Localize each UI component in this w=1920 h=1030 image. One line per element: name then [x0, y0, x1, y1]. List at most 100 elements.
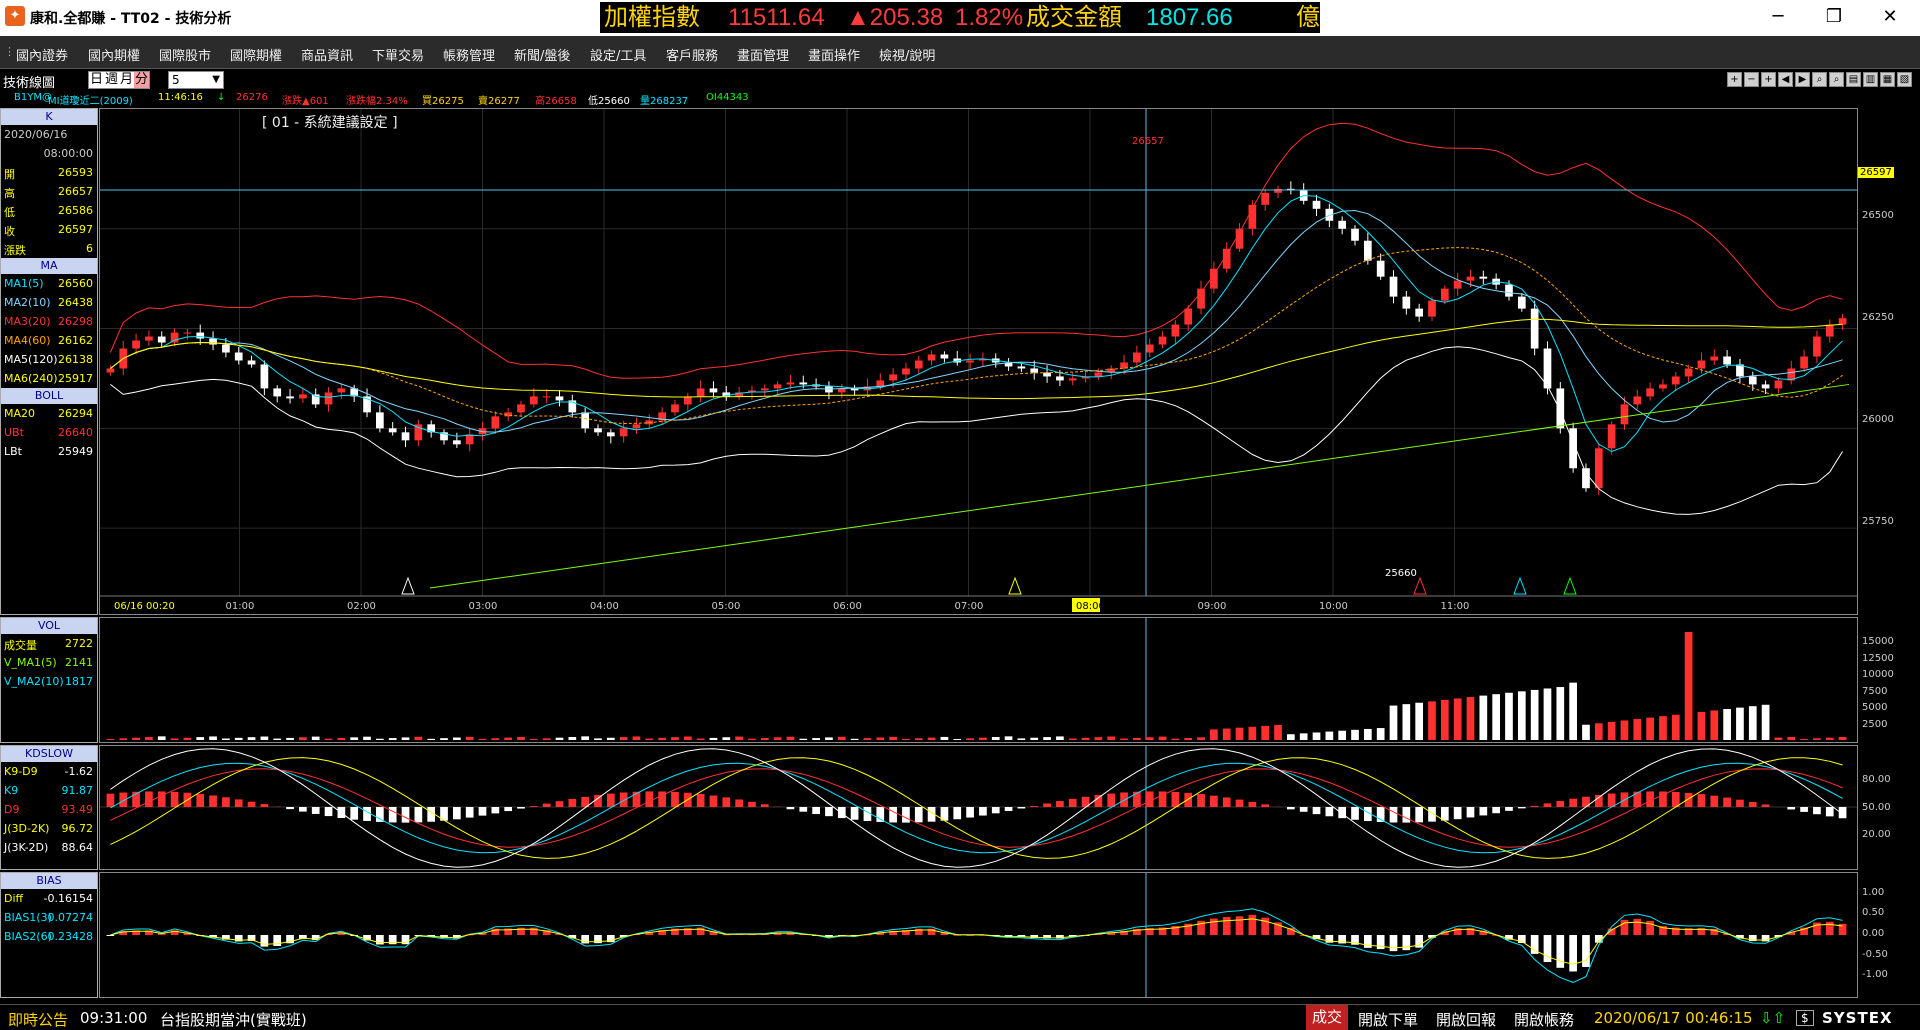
kd-diff-bar — [1594, 794, 1603, 807]
volume-bar — [902, 738, 910, 740]
kd-diff-bar — [1530, 805, 1539, 807]
menu-item[interactable]: 國內期權 — [88, 49, 141, 64]
kd-diff-bar — [748, 801, 756, 807]
announcement-label[interactable]: 即時公告 — [8, 1011, 69, 1029]
candle-body — [1748, 376, 1757, 385]
candle-body — [517, 404, 525, 413]
kd-diff-bar — [1004, 807, 1013, 811]
save-icon[interactable]: ▦ — [1880, 72, 1895, 87]
price-tick: 26250 — [1862, 312, 1894, 323]
settings-icon[interactable]: ▧ — [1897, 72, 1912, 87]
menu-item[interactable]: 國際期權 — [230, 49, 283, 64]
restore-icon[interactable]: ❐ — [1825, 6, 1843, 27]
kd-diff-bar — [786, 807, 795, 810]
kd-chart[interactable] — [99, 745, 1858, 870]
candle-body — [1736, 364, 1744, 377]
interval-select[interactable]: 5 ▼ — [168, 71, 224, 89]
announcement-message[interactable]: 台指股期當沖(實戰班) — [160, 1011, 307, 1029]
volume-chart-svg[interactable] — [100, 618, 1857, 742]
zoom-out-icon[interactable]: − — [1744, 72, 1759, 87]
kd-chart-svg[interactable] — [100, 746, 1857, 869]
vol-row: V_MA2(10) 1817 — [4, 675, 93, 688]
menu-item[interactable]: 國內證券 — [16, 49, 69, 64]
candle-body — [1338, 220, 1347, 229]
open-account-button[interactable]: 開啟帳務 — [1514, 1011, 1575, 1029]
open-report-button[interactable]: 開啟回報 — [1436, 1011, 1497, 1029]
volume-bar — [132, 737, 140, 740]
boll-row: UBt 26640 — [4, 426, 93, 439]
volume-bar — [966, 738, 974, 740]
price-chart[interactable]: 26657 25660 06/16 00:20 01:00 02:00 03:00 04:0… — [99, 108, 1858, 615]
volume-bar — [1774, 737, 1783, 740]
bias-bar — [1505, 935, 1513, 940]
kd-diff-bar — [106, 793, 115, 807]
menu-item[interactable]: 商品資訊 — [301, 49, 354, 64]
minimize-icon[interactable]: ─ — [1772, 6, 1784, 27]
volume-bar — [1030, 737, 1039, 740]
candle-body — [581, 412, 590, 429]
volume-chart[interactable] — [99, 617, 1858, 743]
bias-bar — [1312, 935, 1321, 940]
search-alt-icon[interactable]: ⌕ — [1829, 72, 1844, 87]
menu-item[interactable]: 檢視/說明 — [879, 49, 936, 64]
bias-bar — [889, 930, 897, 935]
bias-chart-svg[interactable] — [100, 873, 1857, 997]
print-icon[interactable]: ▤ — [1846, 72, 1861, 87]
bias-bar — [1402, 935, 1411, 951]
candle-body — [1479, 276, 1488, 279]
menu-item[interactable]: 帳務管理 — [443, 49, 496, 64]
kd-diff-bar — [722, 797, 731, 807]
kd-diff-bar — [324, 807, 333, 817]
menu-item[interactable]: 設定/工具 — [590, 49, 647, 64]
menu-item[interactable]: 新聞/盤後 — [514, 49, 571, 64]
volume-bar — [1800, 738, 1808, 740]
scroll-left-icon[interactable]: ◀ — [1778, 72, 1793, 87]
trade-badge[interactable]: 成交 — [1306, 1005, 1349, 1030]
volume-bar — [683, 736, 692, 740]
period-month[interactable]: 月 — [120, 72, 134, 87]
candle-body — [1068, 378, 1077, 381]
volume-bar — [914, 738, 923, 740]
period-week[interactable]: 週 — [105, 72, 119, 87]
volume-bar — [1210, 729, 1218, 740]
period-minute[interactable]: 分 — [134, 72, 150, 88]
period-day[interactable]: 日 — [90, 72, 104, 87]
kd-diff-bar — [222, 797, 230, 807]
volume-bar — [799, 738, 808, 740]
price-chart-svg[interactable]: 26657 25660 06/16 00:20 01:00 02:00 03:00 04:0… — [100, 109, 1857, 614]
bias-bar — [645, 931, 654, 935]
time-highlight — [1072, 598, 1100, 612]
volume-bar — [1723, 709, 1731, 740]
candle-body — [106, 368, 115, 373]
volume-bar — [1659, 716, 1667, 740]
quote-last: 26276 — [236, 92, 268, 103]
open-order-button[interactable]: 開啟下單 — [1358, 1011, 1419, 1029]
close-icon[interactable]: ✕ — [1882, 6, 1898, 27]
crosshair-icon[interactable]: + — [1727, 72, 1742, 87]
kd-row: K9 91.87 — [4, 784, 93, 797]
kd-diff-bar — [1133, 791, 1141, 807]
menu-item[interactable]: 畫面操作 — [808, 49, 861, 64]
zoom-in-icon[interactable]: + — [1761, 72, 1776, 87]
volume-bar — [979, 737, 987, 740]
candle-body — [1813, 336, 1821, 357]
bias-bar — [106, 935, 115, 936]
candle-body — [170, 332, 179, 343]
bias-bar — [1453, 928, 1462, 935]
menu-item[interactable]: 畫面管理 — [737, 49, 790, 64]
volume-bar — [465, 736, 474, 740]
scroll-right-icon[interactable]: ▶ — [1795, 72, 1810, 87]
search-icon[interactable]: ⌕ — [1812, 72, 1827, 87]
menu-item[interactable]: 客戶服務 — [666, 49, 719, 64]
bias-tick: -0.50 — [1862, 949, 1888, 960]
menu-item[interactable]: 國際股市 — [159, 49, 212, 64]
copy-icon[interactable]: ▥ — [1863, 72, 1878, 87]
kd-diff-bar — [376, 807, 384, 822]
menu-item[interactable]: 下單交易 — [372, 49, 425, 64]
vol-tick: 7500 — [1862, 686, 1888, 697]
candle-body — [1145, 344, 1154, 353]
volume-bar — [350, 737, 359, 740]
bias-bar — [1556, 935, 1565, 968]
bias-chart[interactable] — [99, 872, 1858, 998]
ma-row: MA3(20) 26298 — [4, 315, 93, 328]
